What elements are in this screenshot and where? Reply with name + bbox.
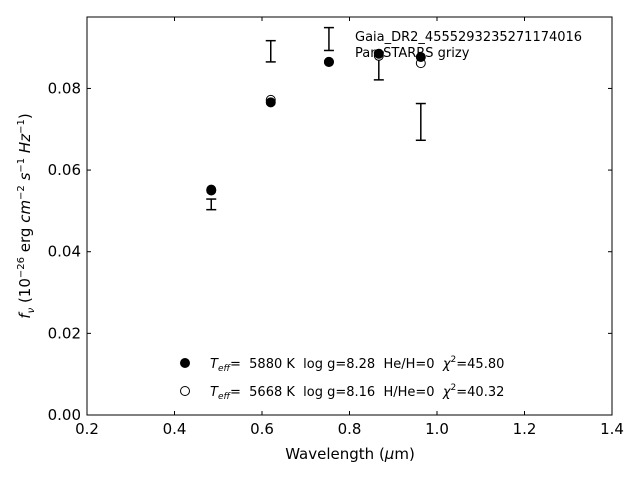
legend: Teff= 5880 K log g=8.28 He/H=0 χ2=45.80 … <box>180 355 504 402</box>
model-point-filled <box>415 52 426 63</box>
model-point-filled <box>265 97 276 108</box>
legend-label-2: Teff= 5668 K log g=8.16 H/He=0 χ2=40.32 <box>210 383 504 402</box>
y-tick-label: 0.08 <box>48 79 81 97</box>
legend-marker-open <box>180 386 190 396</box>
x-tick-label: 0.4 <box>163 420 187 438</box>
y-tick-label: 0.00 <box>48 406 81 424</box>
axis-ticks: 0.2 0.4 0.6 0.8 1.0 1.2 1.4 0.00 0.02 0.04 0.06 0.0… <box>48 17 624 438</box>
model-point-filled <box>373 48 384 59</box>
observed-errorbar <box>415 102 426 142</box>
y-tick-label: 0.06 <box>48 161 81 179</box>
y-tick-label: 0.04 <box>48 243 81 261</box>
x-tick-label: 0.2 <box>75 420 99 438</box>
plot-marks <box>206 26 426 211</box>
legend-marker-filled <box>180 358 190 368</box>
x-tick-label: 1.2 <box>513 420 537 438</box>
x-tick-label: 1.4 <box>600 420 624 438</box>
model-point-filled <box>323 56 334 67</box>
legend-label-1: Teff= 5880 K log g=8.28 He/H=0 χ2=45.80 <box>210 355 504 374</box>
y-tick-label: 0.02 <box>48 324 81 342</box>
x-axis-label: Wavelength (μm) <box>285 445 415 463</box>
x-tick-label: 1.0 <box>425 420 449 438</box>
observed-errorbar <box>265 39 276 63</box>
x-tick-label: 0.8 <box>338 420 362 438</box>
x-tick-label: 0.6 <box>250 420 274 438</box>
title-line-2: Pan-STARRS grizy <box>355 46 470 61</box>
observed-errorbar <box>323 26 334 52</box>
y-axis-label: fν (10−26 erg cm−2 s−1 Hz−1) <box>16 113 37 318</box>
model-point-filled <box>206 184 217 195</box>
title-line-1: Gaia_DR2_4555293235271174016 <box>355 30 582 45</box>
observed-errorbar <box>206 198 217 211</box>
